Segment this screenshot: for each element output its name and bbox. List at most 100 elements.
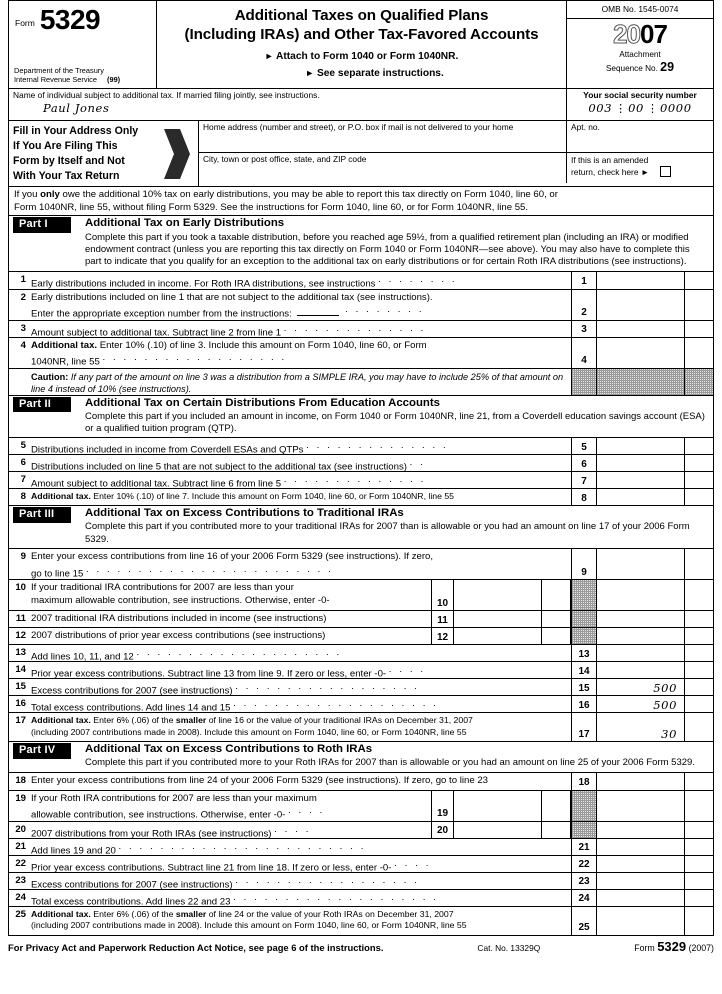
- fill-address-line-1: Fill in Your Address Only: [13, 125, 139, 137]
- line-11-cents[interactable]: [541, 611, 571, 628]
- line-2-value[interactable]: [596, 289, 684, 320]
- exception-number-blank[interactable]: [297, 314, 340, 316]
- line-14-cents[interactable]: [684, 662, 713, 679]
- line-12-row: 12 2007 distributions of prior year exce…: [9, 628, 713, 646]
- line-3-box-number: 3: [571, 320, 596, 337]
- line-25-box-number: 25: [571, 906, 596, 935]
- line-2-cents[interactable]: [684, 289, 713, 320]
- line-22-text: Prior year excess contributions. Subtrac…: [31, 862, 392, 874]
- line-14-box-number: 14: [571, 662, 596, 679]
- line-12-value[interactable]: [453, 628, 541, 645]
- amended-return-cell[interactable]: If this is an amended return, check here…: [567, 153, 713, 183]
- line-22-cents[interactable]: [684, 855, 713, 872]
- line-12-box-number: 12: [431, 628, 453, 645]
- line-16-box-number: 16: [571, 696, 596, 713]
- line-4-value[interactable]: [596, 337, 684, 368]
- part-3-lines: 9 Enter your excess contributions from l…: [8, 548, 714, 742]
- line-5-cents[interactable]: [684, 438, 713, 455]
- line-12-number: 12: [15, 630, 26, 642]
- city-state-zip-cell[interactable]: City, town or post office, state, and ZI…: [199, 153, 567, 183]
- line-13-cents[interactable]: [684, 645, 713, 662]
- line-3-cents[interactable]: [684, 320, 713, 337]
- line-23-text: Excess contributions for 2007 (see instr…: [31, 879, 233, 891]
- line-8-value[interactable]: [596, 489, 684, 506]
- ssn-field-cell[interactable]: Your social security number 003 ⋮ 00 ⋮ 0…: [567, 89, 713, 120]
- line-18-cents[interactable]: [684, 772, 713, 790]
- caution-shade-3: [684, 368, 713, 395]
- line-9-text-b: go to line 15: [31, 568, 84, 580]
- line-10-cents[interactable]: [541, 580, 571, 611]
- line-9-cents[interactable]: [684, 549, 713, 580]
- line-12-cents[interactable]: [541, 628, 571, 645]
- line-23-cents[interactable]: [684, 872, 713, 889]
- line-20-leader: . . . .: [274, 823, 312, 835]
- apt-number-cell[interactable]: Apt. no.: [567, 121, 713, 152]
- form-number: 5329: [39, 4, 101, 35]
- taxpayer-identity-block: Name of individual subject to additional…: [8, 88, 714, 187]
- line-24-cents[interactable]: [684, 889, 713, 906]
- line-1-value[interactable]: [596, 271, 684, 289]
- line-10-box-number: 10: [431, 580, 453, 611]
- part-1-lines: 1 Early distributions included in income…: [8, 270, 714, 395]
- line-7-box-number: 7: [571, 472, 596, 489]
- line-6-leader: . .: [409, 457, 426, 469]
- line-20-value[interactable]: [453, 821, 541, 838]
- line-6-value[interactable]: [596, 455, 684, 472]
- line-3-text: Amount subject to additional tax. Subtra…: [31, 327, 282, 339]
- right-arrow-icon: [164, 129, 190, 179]
- line-21-cents[interactable]: [684, 838, 713, 855]
- line-4-number: 4: [20, 339, 26, 351]
- line-16-row: 16 Total excess contributions. Add lines…: [9, 696, 713, 714]
- home-address-cell[interactable]: Home address (number and street), or P.O…: [199, 121, 567, 152]
- line-20-shade: [571, 821, 596, 838]
- line-13-value[interactable]: [596, 645, 684, 662]
- line-1-cents[interactable]: [684, 271, 713, 289]
- part-2-lines: 5 Distributions included in income from …: [8, 437, 714, 506]
- line-17-cents[interactable]: [684, 713, 713, 742]
- line-5-value[interactable]: [596, 438, 684, 455]
- line-25-value[interactable]: [596, 906, 684, 935]
- line-24-value[interactable]: [596, 889, 684, 906]
- line-25-cents[interactable]: [684, 906, 713, 935]
- triangle-bullet-icon: ►: [264, 51, 274, 61]
- line-9-value[interactable]: [596, 549, 684, 580]
- line-11-value[interactable]: [453, 611, 541, 628]
- line-7-cents[interactable]: [684, 472, 713, 489]
- line-22-value[interactable]: [596, 855, 684, 872]
- line-19-leader: . . . .: [288, 805, 325, 817]
- amended-checkbox[interactable]: [660, 166, 672, 178]
- part-1-header: Part I Additional Tax on Early Distribut…: [8, 215, 714, 271]
- line-19-cents[interactable]: [541, 790, 571, 821]
- line-7-value[interactable]: [596, 472, 684, 489]
- line-18-number: 18: [15, 774, 26, 786]
- line-10-value[interactable]: [453, 580, 541, 611]
- part-4-header: Part IV Additional Tax on Excess Contrib…: [8, 741, 714, 772]
- line-16-value[interactable]: 500: [596, 696, 684, 713]
- line-14-value[interactable]: [596, 662, 684, 679]
- line-22-leader: . . . .: [394, 857, 431, 869]
- line-17-value[interactable]: 30: [596, 713, 684, 742]
- line-19-row: 19 If your Roth IRA contributions for 20…: [9, 790, 713, 822]
- line-6-cents[interactable]: [684, 455, 713, 472]
- line-21-value[interactable]: [596, 838, 684, 855]
- line-20-cents[interactable]: [541, 821, 571, 838]
- name-field-cell[interactable]: Name of individual subject to additional…: [9, 89, 567, 120]
- department-line-2: Internal Revenue Service: [14, 74, 97, 84]
- line-18-value[interactable]: [596, 772, 684, 790]
- line-2-text-b: Enter the appropriate exception number f…: [31, 308, 292, 320]
- line-1-leader: . . . . . . . .: [378, 273, 458, 285]
- amended-line-2: return, check here: [571, 167, 639, 178]
- line-8-cents[interactable]: [684, 489, 713, 506]
- line-14-number: 14: [15, 664, 26, 676]
- line-4-cents[interactable]: [684, 337, 713, 368]
- line-23-value[interactable]: [596, 872, 684, 889]
- line-21-box-number: 21: [571, 838, 596, 855]
- line-15-cents[interactable]: [684, 679, 713, 696]
- caution-shade-2: [596, 368, 684, 395]
- line-16-cents[interactable]: [684, 696, 713, 713]
- part-2-title: Additional Tax on Certain Distributions …: [85, 396, 441, 409]
- line-19-value[interactable]: [453, 790, 541, 821]
- line-15-value[interactable]: 500: [596, 679, 684, 696]
- line-3-value[interactable]: [596, 320, 684, 337]
- line-2-leader: . . . . . . . .: [345, 304, 425, 316]
